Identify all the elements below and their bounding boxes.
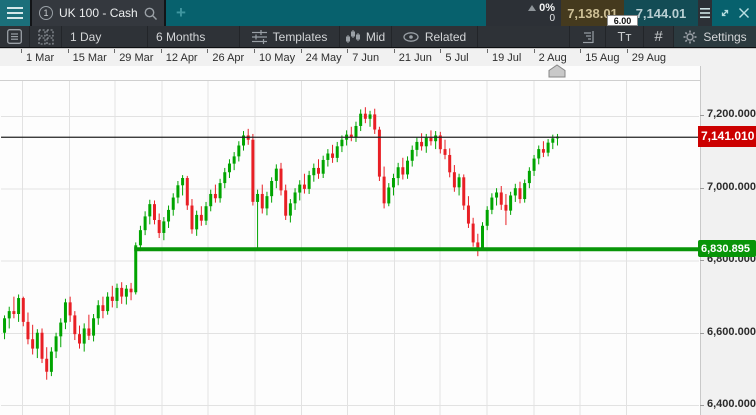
change-absolute: 0	[549, 13, 555, 24]
price-change-stats: 0% 0	[486, 0, 561, 26]
date-axis[interactable]: 1 Mar 15 Mar 29 Mar 12 Apr 26 Apr 10 May 24 Ma…	[0, 48, 756, 66]
date-tick	[626, 49, 628, 53]
depth-lines-icon	[582, 30, 594, 43]
date-label: 15 Aug	[585, 52, 620, 64]
date-tick	[114, 49, 116, 53]
sell-price: 7,138.01	[567, 5, 618, 21]
price-tick	[700, 115, 704, 116]
close-icon	[738, 8, 749, 18]
spread-badge: 6.00	[607, 15, 638, 26]
list-icon	[7, 29, 22, 44]
date-tick	[300, 49, 302, 53]
templates-label: Templates	[272, 29, 328, 44]
change-percent: 0%	[539, 2, 555, 14]
date-tick	[533, 49, 535, 53]
grid-toggle-button[interactable]: #	[644, 26, 674, 47]
related-label: Related	[424, 29, 467, 44]
date-tick	[580, 49, 582, 53]
eye-icon	[403, 31, 419, 42]
hash-icon: #	[654, 28, 663, 45]
price-label: 6,600.000	[707, 325, 756, 338]
date-label: 21 Jun	[398, 52, 432, 64]
period-dropdown[interactable]: 1 Day	[62, 26, 148, 47]
date-tick	[67, 49, 69, 53]
price-label: 6,400.000	[707, 398, 756, 410]
gear-icon	[683, 30, 697, 43]
layout-button[interactable]	[30, 26, 62, 47]
chart-toolbar: 1 Day 6 Months Templates	[0, 26, 756, 48]
close-button[interactable]	[738, 8, 749, 18]
market-depth-button[interactable]	[570, 26, 606, 47]
date-tick	[440, 49, 442, 53]
topbar-spacer	[196, 0, 486, 26]
settings-label: Settings	[703, 29, 747, 44]
price-type-dropdown[interactable]: Mid	[340, 26, 392, 47]
window-controls	[712, 0, 756, 26]
sliders-icon	[251, 29, 267, 44]
expand-button[interactable]	[719, 7, 731, 19]
price-tick	[700, 260, 704, 261]
buy-price: 7,144.01	[635, 5, 687, 21]
period-label: 1 Day	[70, 29, 102, 44]
candles-icon	[345, 30, 360, 43]
buy-price-button[interactable]: 7,144.01	[624, 0, 698, 26]
price-label: 7,200.000	[707, 108, 756, 120]
top-bar: 1 UK 100 - Cash + 0% 0 7,138.01 7,144.01…	[0, 0, 756, 26]
price-tick	[700, 332, 704, 334]
toolbar-spacer	[478, 26, 570, 47]
chart-tab[interactable]: 1 UK 100 - Cash	[30, 0, 166, 26]
panel-handle-button[interactable]	[698, 0, 712, 26]
current-day-marker[interactable]	[548, 64, 566, 78]
chart-area: 1 Mar 15 Mar 29 Mar 12 Apr 26 Apr 10 May 24 Ma…	[0, 48, 756, 415]
date-label: 29 Mar	[119, 52, 154, 64]
price-type-label: Mid	[365, 29, 386, 44]
date-tick	[254, 49, 255, 53]
date-label: 19 Jul	[492, 52, 522, 64]
date-label: 2 Aug	[538, 52, 567, 64]
triangle-up-icon	[528, 5, 537, 11]
range-label: 6 Months	[156, 29, 206, 44]
price-label: 7,000.000	[707, 180, 756, 193]
date-label: 12 Apr	[165, 52, 198, 64]
date-tick	[160, 49, 162, 53]
date-tick	[207, 49, 209, 53]
current-price-tag: 7,141.010	[698, 125, 756, 147]
candlestick-chart[interactable]	[0, 80, 700, 415]
watchlist-button[interactable]	[0, 26, 30, 47]
text-annotation-button[interactable]: Tᴛ	[606, 26, 644, 47]
date-label: 15 Mar	[72, 52, 107, 64]
date-label: 1 Mar	[26, 52, 55, 64]
date-label: 10 May	[259, 52, 296, 64]
grid-layout-icon	[37, 28, 54, 45]
templates-button[interactable]: Templates	[240, 26, 340, 47]
search-icon[interactable]	[144, 7, 157, 20]
add-tab-button[interactable]: +	[176, 3, 186, 22]
price-tick	[700, 405, 704, 406]
expand-icon	[722, 9, 729, 17]
tab-title: UK 100 - Cash	[59, 6, 138, 20]
related-button[interactable]: Related	[392, 26, 478, 47]
date-label: 29 Aug	[631, 52, 667, 64]
price-tick	[700, 187, 704, 189]
lines-icon	[700, 8, 710, 18]
main-menu-button[interactable]	[0, 0, 30, 26]
support-level-tag[interactable]: 6,830.895	[698, 240, 756, 258]
tab-number-badge: 1	[39, 6, 53, 20]
date-tick	[393, 49, 395, 53]
date-tick	[21, 49, 22, 53]
hamburger-icon	[7, 7, 23, 19]
date-label: 7 Jun	[352, 52, 380, 64]
date-tick	[347, 49, 349, 53]
date-label: 24 May	[305, 52, 342, 64]
range-dropdown[interactable]: 6 Months	[148, 26, 240, 47]
settings-button[interactable]: Settings	[674, 26, 756, 47]
text-tool-icon: Tᴛ	[617, 29, 632, 44]
date-label: 26 Apr	[212, 52, 245, 64]
date-tick	[487, 49, 488, 53]
date-label: 5 Jul	[445, 52, 469, 64]
